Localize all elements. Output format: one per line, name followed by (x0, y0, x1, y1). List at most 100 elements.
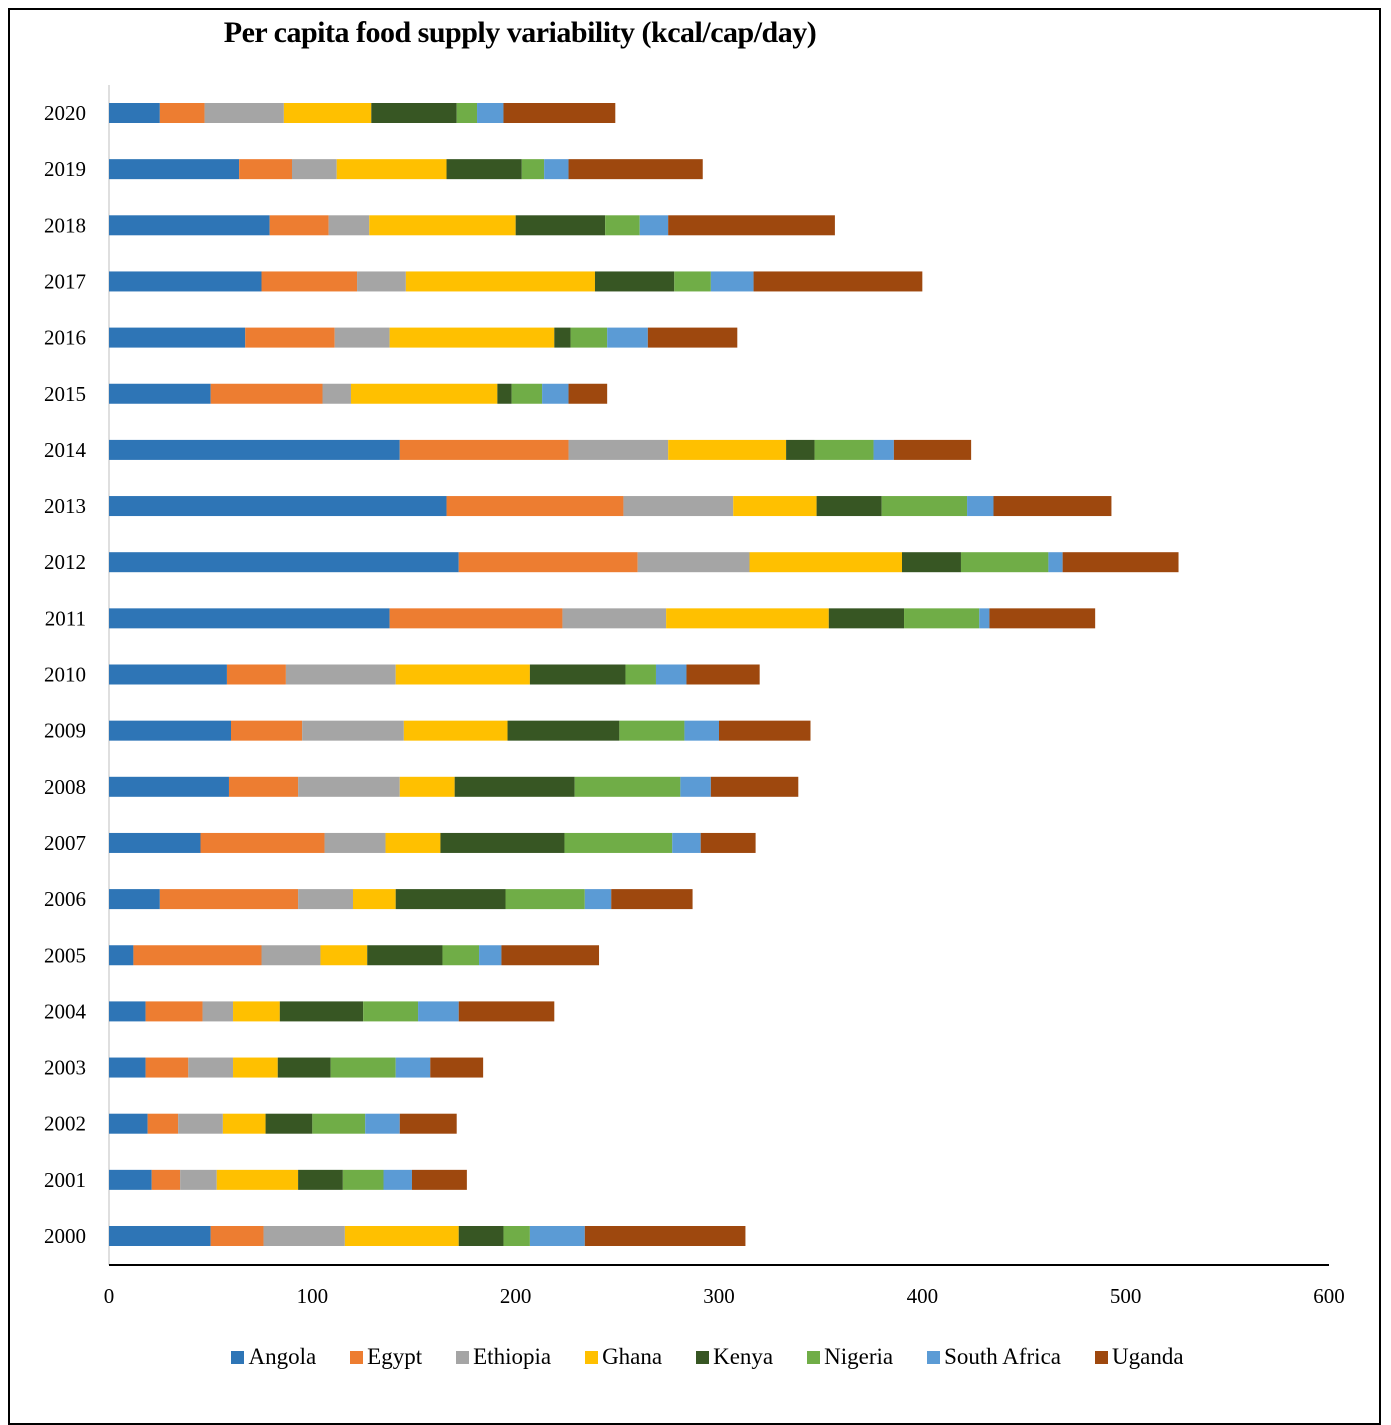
bar-angola-2007 (109, 832, 201, 853)
bar-ghana-2005 (320, 945, 368, 966)
bar-uganda-2010 (686, 664, 760, 685)
bar-south-africa-2017 (710, 271, 754, 292)
bar-ghana-2009 (403, 720, 508, 741)
bar-uganda-2006 (611, 889, 693, 910)
x-tick-label: 200 (500, 1284, 532, 1308)
bar-nigeria-2017 (674, 271, 711, 292)
bar-ghana-2004 (233, 1001, 280, 1022)
y-tick-label: 2004 (44, 999, 87, 1023)
y-tick-label: 2020 (44, 101, 86, 125)
bar-ethiopia-2006 (298, 889, 353, 910)
x-tick-label: 600 (1313, 1284, 1345, 1308)
y-tick-label: 2016 (44, 326, 86, 350)
bar-egypt-2017 (261, 271, 358, 292)
bar-kenya-2014 (786, 439, 815, 460)
bar-uganda-2002 (399, 1113, 457, 1134)
bar-angola-2020 (109, 103, 160, 123)
bar-uganda-2000 (584, 1226, 746, 1246)
bar-south-africa-2020 (477, 103, 504, 123)
bar-ghana-2002 (222, 1113, 266, 1134)
bar-angola-2012 (109, 552, 459, 573)
bar-uganda-2016 (647, 327, 738, 348)
legend-item: Ghana (585, 1344, 662, 1370)
x-tick-label: 300 (703, 1284, 735, 1308)
bar-nigeria-2004 (363, 1001, 419, 1022)
bar-egypt-2007 (200, 832, 325, 853)
bar-uganda-2015 (568, 383, 608, 404)
bar-ghana-2008 (399, 776, 455, 797)
bar-ghana-2015 (350, 383, 498, 404)
bar-ethiopia-2001 (180, 1169, 217, 1190)
bar-kenya-2016 (554, 327, 571, 348)
bar-egypt-2004 (145, 1001, 203, 1022)
bar-kenya-2002 (265, 1113, 313, 1134)
y-tick-label: 2009 (44, 719, 86, 743)
bar-egypt-2014 (399, 439, 569, 460)
bar-ghana-2014 (668, 439, 787, 460)
legend-item: Angola (231, 1344, 316, 1370)
legend-label: Uganda (1112, 1344, 1184, 1369)
legend-label: South Africa (944, 1344, 1061, 1369)
legend-item: Egypt (350, 1344, 422, 1370)
bar-nigeria-2020 (456, 103, 478, 123)
bar-kenya-2001 (298, 1169, 343, 1190)
y-tick-label: 2001 (44, 1168, 86, 1192)
legend-label: Egypt (367, 1344, 423, 1369)
bar-angola-2014 (109, 439, 400, 460)
bar-angola-2009 (109, 720, 231, 741)
bar-kenya-2010 (529, 664, 626, 685)
y-tick-label: 2000 (44, 1224, 86, 1248)
bar-ethiopia-2012 (637, 552, 750, 573)
legend-swatch (927, 1350, 941, 1364)
bar-ethiopia-2010 (285, 664, 396, 685)
bar-egypt-2013 (446, 496, 624, 517)
bar-kenya-2008 (454, 776, 575, 797)
legend-label: Ghana (602, 1344, 663, 1369)
bar-kenya-2009 (507, 720, 620, 741)
bar-nigeria-2011 (904, 608, 980, 629)
y-tick-label: 2002 (44, 1112, 86, 1136)
bar-ethiopia-2009 (302, 720, 404, 741)
bar-nigeria-2000 (503, 1226, 530, 1246)
bar-nigeria-2005 (442, 945, 480, 966)
bar-angola-2017 (109, 271, 262, 292)
bar-uganda-2011 (989, 608, 1096, 629)
bar-south-africa-2003 (395, 1057, 431, 1078)
bar-south-africa-2007 (672, 832, 701, 853)
bar-angola-2002 (109, 1113, 148, 1134)
bar-kenya-2020 (371, 103, 457, 123)
bar-egypt-2012 (458, 552, 638, 573)
bar-ghana-2017 (405, 271, 595, 292)
bar-ghana-2007 (385, 832, 441, 853)
bar-angola-2001 (109, 1169, 152, 1190)
bar-south-africa-2015 (542, 383, 569, 404)
bar-egypt-2018 (269, 215, 329, 236)
bar-uganda-2008 (710, 776, 799, 797)
bar-egypt-2020 (159, 103, 205, 123)
bar-kenya-2006 (395, 889, 506, 910)
bar-nigeria-2008 (574, 776, 681, 797)
bar-nigeria-2012 (960, 552, 1049, 573)
bar-south-africa-2000 (529, 1226, 585, 1246)
bar-uganda-2009 (719, 720, 811, 741)
bar-south-africa-2016 (607, 327, 648, 348)
legend-item: Ethiopia (456, 1344, 551, 1370)
bar-egypt-2005 (133, 945, 262, 966)
legend-label: Nigeria (824, 1344, 894, 1369)
bar-south-africa-2001 (383, 1169, 412, 1190)
bar-nigeria-2014 (814, 439, 874, 460)
legend-swatch (456, 1350, 470, 1364)
bar-ghana-2020 (283, 103, 372, 123)
chart-frame (8, 8, 1381, 1425)
y-tick-label: 2019 (44, 157, 86, 181)
bar-nigeria-2016 (570, 327, 608, 348)
bar-angola-2019 (109, 159, 240, 180)
bar-angola-2016 (109, 327, 246, 348)
legend-item: South Africa (927, 1344, 1061, 1370)
bar-ethiopia-2000 (263, 1226, 345, 1246)
bar-nigeria-2018 (605, 215, 640, 236)
bar-kenya-2000 (458, 1226, 504, 1246)
bar-uganda-2007 (700, 832, 756, 853)
bar-south-africa-2013 (967, 496, 994, 517)
bar-angola-2008 (109, 776, 229, 797)
